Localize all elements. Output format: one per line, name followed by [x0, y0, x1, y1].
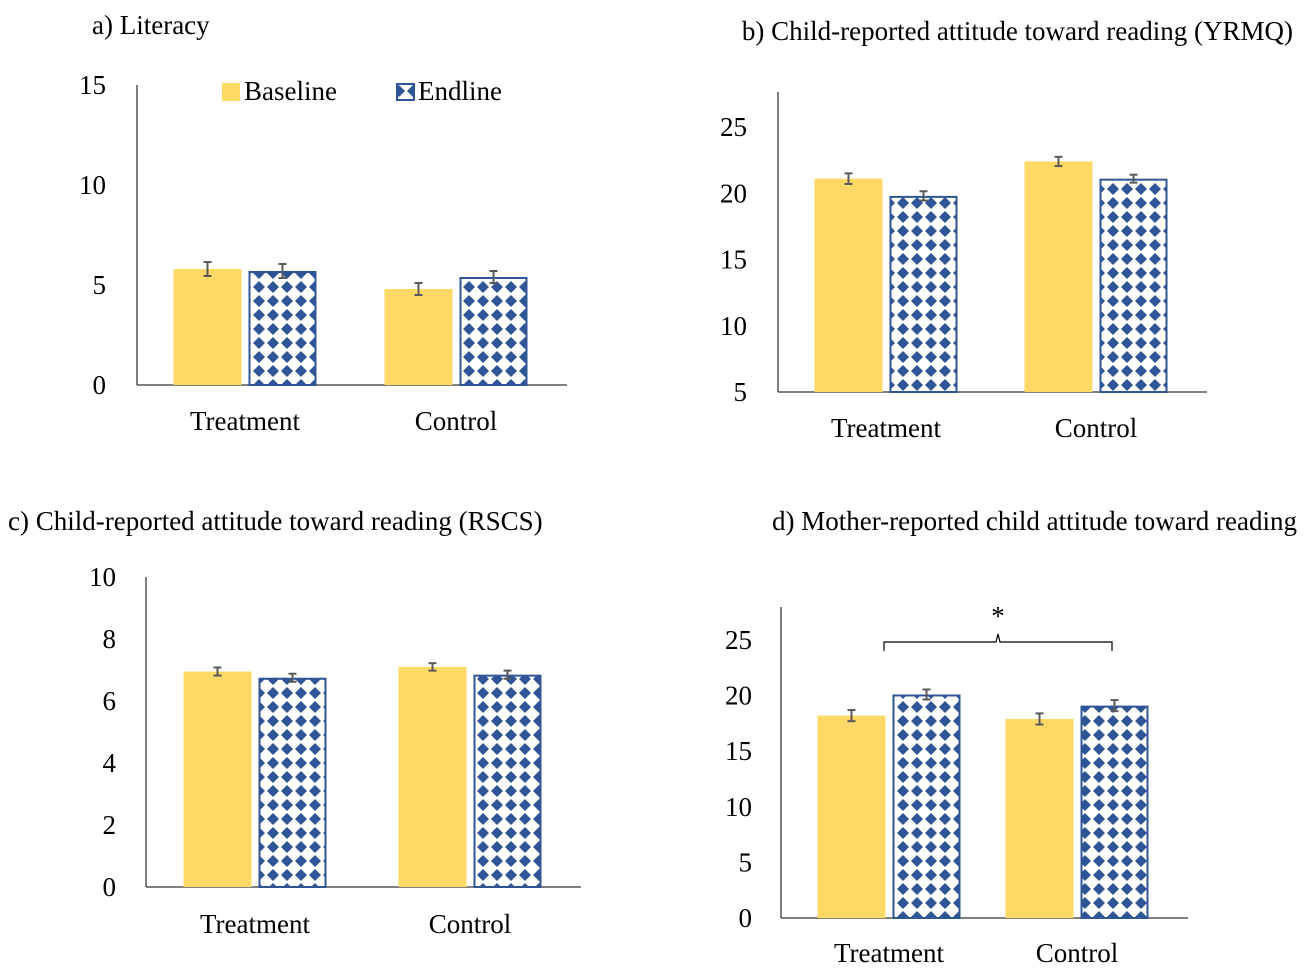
bar-baseline: [1024, 161, 1093, 392]
y-tick-label: 15: [720, 245, 747, 275]
bar-baseline: [814, 178, 883, 392]
y-tick-label: 25: [720, 112, 747, 142]
x-tick-label: Control: [429, 909, 512, 939]
panel-d-mother-reported: 0 5 10 15 20 25 Treatment Control *: [725, 601, 1188, 968]
panel-d-title: d) Mother-reported child attitude toward…: [772, 506, 1297, 536]
x-tick-label: Treatment: [831, 413, 941, 443]
legend-label-endline: Endline: [418, 76, 502, 106]
panel-b-title: b) Child-reported attitude toward readin…: [742, 16, 1293, 46]
bar-endline: [889, 195, 958, 393]
x-tick-label: Control: [415, 406, 498, 436]
panel-b-yrmq: 5 10 15 20 25 Treatment Control: [720, 92, 1207, 443]
x-tick-label: Treatment: [834, 938, 944, 968]
bar-endline: [258, 677, 327, 888]
bar-baseline: [173, 269, 242, 385]
bar-baseline: [384, 289, 453, 385]
legend: Baseline Endline: [222, 76, 502, 106]
panel-c-rscs: 0 2 4 6 8 10 Treatment Control: [89, 562, 581, 939]
y-tick-label: 15: [725, 736, 752, 766]
bar-baseline: [183, 671, 252, 887]
bar-endline: [1080, 705, 1149, 919]
panel-a-title: a) Literacy: [92, 10, 210, 40]
y-tick-label: 5: [734, 377, 748, 407]
y-tick-label: 0: [739, 903, 753, 933]
significance-bracket: [883, 633, 1113, 651]
y-tick-label: 0: [93, 370, 107, 400]
y-tick-label: 10: [720, 311, 747, 341]
bar-endline: [473, 674, 542, 889]
y-tick-label: 2: [103, 810, 117, 840]
x-tick-label: Treatment: [200, 909, 310, 939]
y-tick-label: 15: [79, 70, 106, 100]
x-tick-label: Treatment: [190, 406, 300, 436]
panel-c-title: c) Child-reported attitude toward readin…: [8, 506, 543, 536]
legend-label-baseline: Baseline: [244, 76, 337, 106]
y-tick-label: 0: [103, 872, 117, 902]
y-tick-label: 10: [89, 562, 116, 592]
bar-endline: [459, 277, 528, 386]
significance-marker: *: [991, 601, 1005, 631]
y-tick-label: 5: [739, 847, 753, 877]
bar-baseline: [1005, 718, 1074, 918]
bar-baseline: [817, 715, 886, 918]
y-tick-label: 5: [93, 270, 107, 300]
bar-endline: [1099, 178, 1168, 393]
bar-endline: [248, 271, 317, 386]
panel-a-literacy: 0 5 10 15 Treatment Control: [79, 70, 567, 436]
y-tick-label: 6: [103, 686, 117, 716]
legend-swatch-endline: [396, 83, 415, 101]
x-tick-label: Control: [1055, 413, 1138, 443]
legend-swatch-baseline: [222, 83, 240, 101]
bar-baseline: [398, 666, 467, 887]
y-tick-label: 10: [79, 170, 106, 200]
y-tick-label: 20: [725, 681, 752, 711]
y-tick-label: 20: [720, 178, 747, 208]
y-tick-label: 8: [103, 624, 117, 654]
y-tick-label: 10: [725, 792, 752, 822]
x-tick-label: Control: [1036, 938, 1119, 968]
bar-endline: [892, 694, 961, 919]
y-tick-label: 4: [103, 748, 117, 778]
y-tick-label: 25: [725, 625, 752, 655]
